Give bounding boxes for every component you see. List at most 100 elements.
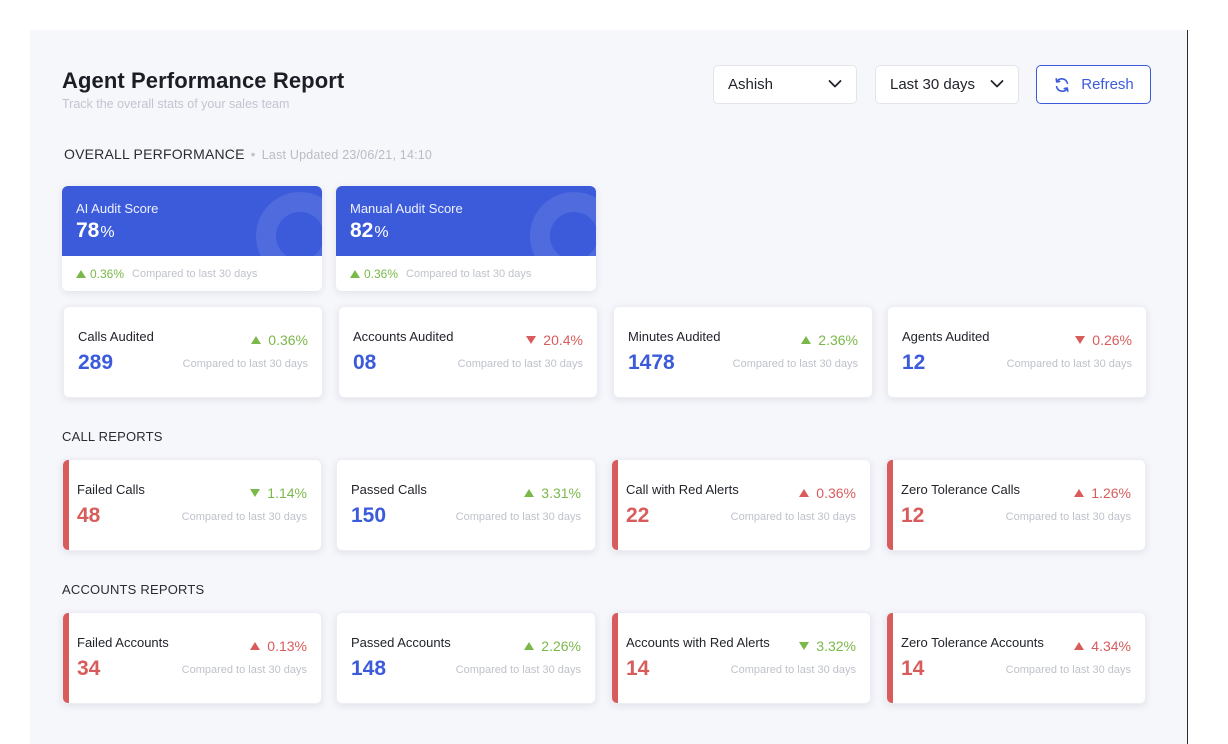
stat-change: 2.26% — [541, 638, 581, 654]
stat-change: 1.14% — [267, 485, 307, 501]
stat-change: 20.4% — [543, 332, 583, 348]
stat-change: 4.34% — [1091, 638, 1131, 654]
window-edge-divider — [1187, 30, 1188, 744]
arrow-down-icon — [250, 489, 261, 497]
stat-value: 148 — [351, 657, 387, 680]
stat-compare: Compared to last 30 days — [730, 511, 856, 523]
agents-audited-card[interactable]: Agents Audited 12 0.26% Compared to last… — [887, 306, 1147, 398]
score-unit: % — [374, 224, 389, 241]
arrow-up-icon — [1074, 489, 1085, 497]
failed-calls-card[interactable]: Failed Calls 48 1.14% Compared to last 3… — [62, 459, 322, 551]
stat-change-wrap: 2.26% — [524, 638, 581, 654]
score-compare: Compared to last 30 days — [406, 267, 532, 280]
call-reports-heading: CALL REPORTS — [62, 429, 163, 444]
red-alert-calls-card[interactable]: Call with Red Alerts 22 0.36% Compared t… — [611, 459, 871, 551]
arrow-up-icon — [799, 489, 810, 497]
stat-change: 2.36% — [818, 332, 858, 348]
stat-change: 3.31% — [541, 485, 581, 501]
stat-change-wrap: 2.36% — [801, 332, 858, 348]
zero-tolerance-accounts-card[interactable]: Zero Tolerance Accounts 14 4.34% Compare… — [886, 612, 1146, 704]
stat-change: 0.36% — [816, 485, 856, 501]
arrow-up-icon — [76, 269, 86, 278]
stat-name: Accounts Audited — [353, 329, 454, 344]
arrow-up-icon — [801, 336, 812, 344]
stat-compare: Compared to last 30 days — [181, 511, 307, 523]
section-title: OVERALL PERFORMANCE — [64, 146, 245, 162]
passed-accounts-card[interactable]: Passed Accounts 148 2.26% Compared to la… — [336, 612, 596, 704]
stat-compare: Compared to last 30 days — [455, 664, 581, 676]
score-card-footer: 0.36% Compared to last 30 days — [336, 256, 596, 291]
failed-accounts-card[interactable]: Failed Accounts 34 0.13% Compared to las… — [62, 612, 322, 704]
score-compare: Compared to last 30 days — [132, 267, 258, 280]
stat-change-wrap: 0.26% — [1075, 332, 1132, 348]
manual-audit-score-card[interactable]: Manual Audit Score 82% 0.36% Compared to… — [336, 186, 596, 291]
score-card-header: Manual Audit Score 82% — [336, 186, 596, 256]
stat-change-wrap: 3.31% — [524, 485, 581, 501]
stat-compare: Compared to last 30 days — [457, 358, 583, 370]
stat-value: 150 — [351, 504, 387, 527]
date-range-select[interactable]: Last 30 days — [875, 65, 1019, 104]
arrow-down-icon — [526, 336, 537, 344]
arrow-up-icon — [1074, 642, 1085, 650]
date-range-value: Last 30 days — [890, 76, 976, 93]
accounts-reports-heading: ACCOUNTS REPORTS — [62, 582, 205, 597]
refresh-label: Refresh — [1081, 76, 1134, 93]
calls-audited-card[interactable]: Calls Audited 289 0.36% Compared to last… — [63, 306, 323, 398]
stat-change-wrap: 4.34% — [1074, 638, 1131, 654]
passed-calls-card[interactable]: Passed Calls 150 3.31% Compared to last … — [336, 459, 596, 551]
stat-change: 0.36% — [268, 332, 308, 348]
arrow-up-icon — [350, 269, 360, 278]
score-value: 78 — [76, 219, 100, 242]
stat-change-wrap: 20.4% — [526, 332, 583, 348]
score-name: Manual Audit Score — [350, 201, 463, 216]
agent-select[interactable]: Ashish — [713, 65, 857, 104]
stat-value: 08 — [353, 351, 377, 374]
ai-audit-score-card[interactable]: AI Audit Score 78% 0.36% Compared to las… — [62, 186, 322, 291]
page-title: Agent Performance Report — [62, 68, 345, 93]
separator-dot: • — [250, 146, 256, 162]
stat-name: Passed Calls — [351, 482, 427, 497]
minutes-audited-card[interactable]: Minutes Audited 1478 2.36% Compared to l… — [613, 306, 873, 398]
stat-change: 3.32% — [816, 638, 856, 654]
stat-compare: Compared to last 30 days — [730, 664, 856, 676]
red-alert-accounts-card[interactable]: Accounts with Red Alerts 14 3.32% Compar… — [611, 612, 871, 704]
arrow-up-icon — [251, 336, 262, 344]
stat-value: 289 — [78, 351, 114, 374]
stat-change: 1.26% — [1091, 485, 1131, 501]
arrow-up-icon — [524, 642, 535, 650]
last-updated: Last Updated 23/06/21, 14:10 — [261, 148, 433, 162]
stat-name: Calls Audited — [78, 329, 154, 344]
score-value: 82 — [350, 219, 374, 242]
stat-change-wrap: 1.14% — [250, 485, 307, 501]
stat-compare: Compared to last 30 days — [1005, 511, 1131, 523]
chevron-down-icon — [828, 80, 842, 88]
stat-value: 48 — [77, 504, 101, 527]
zero-tolerance-calls-card[interactable]: Zero Tolerance Calls 12 1.26% Compared t… — [886, 459, 1146, 551]
score-name: AI Audit Score — [76, 201, 159, 216]
stat-name: Accounts with Red Alerts — [626, 635, 770, 650]
stat-compare: Compared to last 30 days — [455, 511, 581, 523]
score-card-footer: 0.36% Compared to last 30 days — [62, 256, 322, 291]
chevron-down-icon — [990, 80, 1004, 88]
stat-change: 0.13% — [267, 638, 307, 654]
stat-change-wrap: 1.26% — [1074, 485, 1131, 501]
stat-value: 14 — [626, 657, 650, 680]
stat-name: Passed Accounts — [351, 635, 451, 650]
accounts-audited-card[interactable]: Accounts Audited 08 20.4% Compared to la… — [338, 306, 598, 398]
stat-name: Call with Red Alerts — [626, 482, 739, 497]
stat-change-wrap: 0.36% — [251, 332, 308, 348]
refresh-button[interactable]: Refresh — [1036, 65, 1151, 104]
page-subtitle: Track the overall stats of your sales te… — [62, 97, 290, 111]
stat-name: Zero Tolerance Accounts — [901, 635, 1044, 650]
stat-change-wrap: 0.36% — [799, 485, 856, 501]
arrow-down-icon — [799, 642, 810, 650]
score-card-header: AI Audit Score 78% — [62, 186, 322, 256]
score-value-wrap: 82% — [350, 219, 582, 243]
stat-change-wrap: 3.32% — [799, 638, 856, 654]
arrow-up-icon — [524, 489, 535, 497]
arrow-down-icon — [1075, 336, 1086, 344]
score-change: 0.36% — [90, 266, 125, 281]
stat-compare: Compared to last 30 days — [1006, 358, 1132, 370]
stat-name: Zero Tolerance Calls — [901, 482, 1020, 497]
arrow-up-icon — [250, 642, 261, 650]
